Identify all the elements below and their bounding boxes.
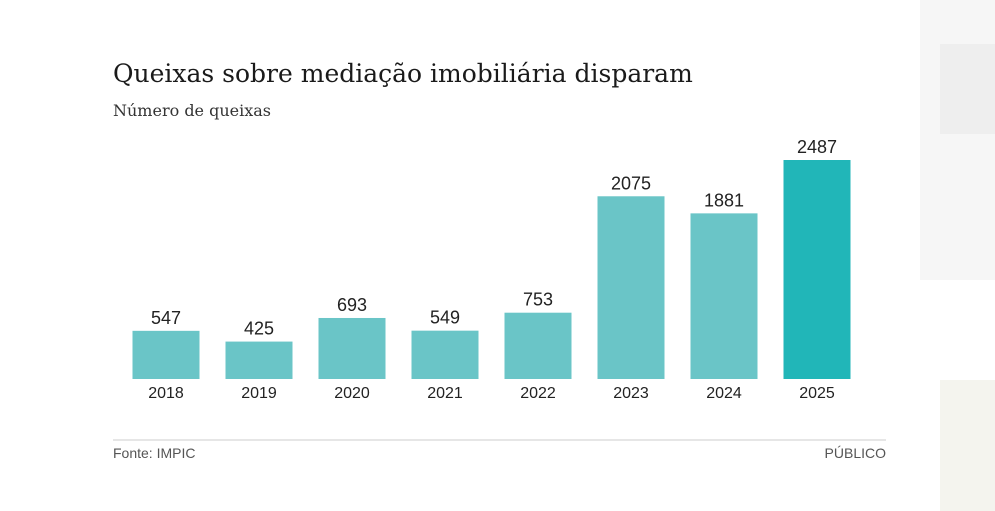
x-tick-label: 2022 xyxy=(520,385,556,402)
bar xyxy=(783,160,851,379)
x-tick-label: 2023 xyxy=(613,385,649,402)
x-tick-label: 2020 xyxy=(334,385,370,402)
value-label: 1881 xyxy=(704,190,744,210)
chart-subtitle: Número de queixas xyxy=(113,101,271,120)
plot: 547 2018 425 2019 693 2020 549 2021 753 2022 2075 2… xyxy=(132,137,851,402)
brand: PÚBLICO xyxy=(825,445,887,461)
side-thumbnail xyxy=(940,44,995,134)
bar xyxy=(504,312,572,379)
x-tick-label: 2021 xyxy=(427,385,463,402)
value-label: 2075 xyxy=(611,173,651,193)
bar xyxy=(690,213,758,379)
bar xyxy=(597,196,665,379)
bar xyxy=(225,341,293,379)
bar xyxy=(318,317,386,379)
x-tick-label: 2025 xyxy=(799,385,835,402)
value-label: 2487 xyxy=(797,137,837,157)
value-label: 693 xyxy=(337,295,367,315)
value-label: 547 xyxy=(151,308,181,328)
side-panel xyxy=(920,0,995,280)
bar xyxy=(411,330,479,379)
source: Fonte: IMPIC xyxy=(113,445,195,461)
x-tick-label: 2019 xyxy=(241,385,277,402)
x-tick-label: 2018 xyxy=(148,385,184,402)
chart-title: Queixas sobre mediação imobiliária dispa… xyxy=(113,59,693,88)
bar xyxy=(132,330,200,379)
value-label: 753 xyxy=(523,290,553,310)
x-tick-label: 2024 xyxy=(706,385,742,402)
value-label: 549 xyxy=(430,308,460,328)
value-label: 425 xyxy=(244,319,274,339)
side-ad xyxy=(940,380,995,511)
